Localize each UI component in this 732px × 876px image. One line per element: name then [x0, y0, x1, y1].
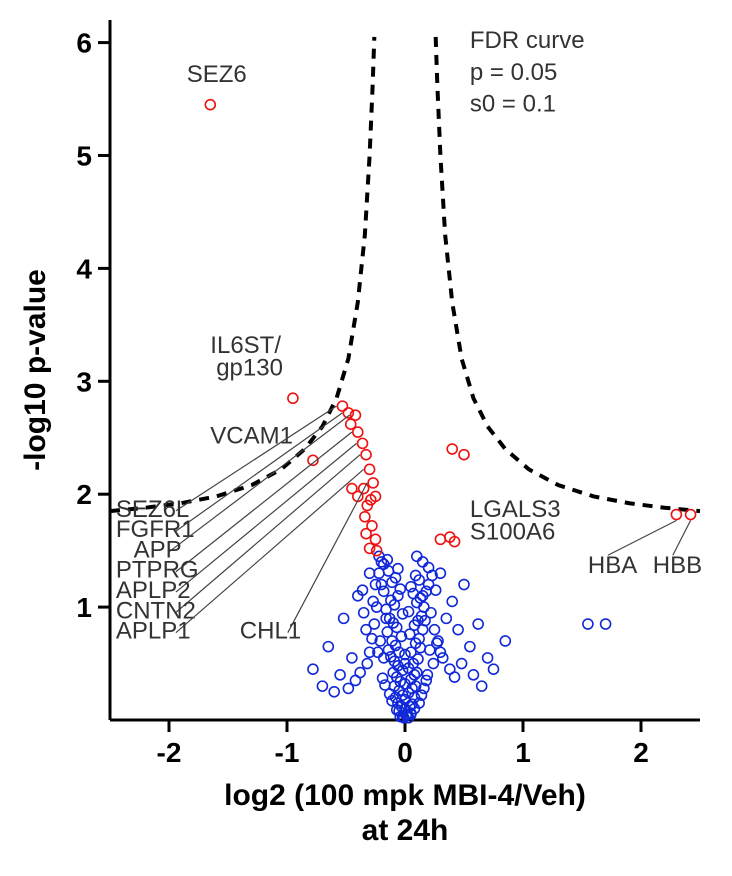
point-nonsig — [601, 619, 611, 629]
leader-line — [673, 521, 691, 556]
x-tick-label: 0 — [397, 737, 413, 768]
point-sig — [371, 534, 381, 544]
point-nonsig — [412, 551, 422, 561]
point-nonsig — [393, 564, 403, 574]
point-nonsig — [428, 659, 438, 669]
point-nonsig — [339, 613, 349, 623]
y-tick-label: 4 — [76, 253, 92, 284]
y-axis-title: -log10 p-value — [19, 269, 52, 471]
point-nonsig — [382, 627, 392, 637]
point-nonsig — [489, 664, 499, 674]
point-nonsig — [359, 608, 369, 618]
point-sig — [288, 393, 298, 403]
x-tick-label: 1 — [515, 737, 531, 768]
point-nonsig — [343, 683, 353, 693]
point-nonsig — [465, 642, 475, 652]
volcano-plot: -2 -1 0 1 2 1 2 3 4 5 6 log2 (100 mpk MBI-4/Veh)at … — [0, 0, 732, 876]
gene-label: HBA — [588, 552, 637, 579]
gene-label: SEZ6 — [187, 61, 247, 88]
point-nonsig — [583, 619, 593, 629]
fdr-text: s0 = 0.1 — [470, 90, 556, 117]
x-tick-label: -1 — [275, 737, 300, 768]
point-nonsig — [361, 625, 371, 635]
point-nonsig — [483, 653, 493, 663]
y-tick-label: 1 — [76, 592, 92, 623]
y-tick-label: 3 — [76, 366, 92, 397]
point-nonsig — [347, 653, 357, 663]
x-tick-label: -2 — [157, 737, 182, 768]
point-sig — [337, 401, 347, 411]
point-sig — [368, 478, 378, 488]
point-nonsig — [453, 625, 463, 635]
gene-label: APLP1 — [116, 618, 191, 645]
point-nonsig — [447, 596, 457, 606]
point-nonsig — [365, 568, 375, 578]
gene-label: HBB — [653, 552, 702, 579]
y-tick-label: 6 — [76, 28, 92, 59]
point-nonsig — [323, 642, 333, 652]
point-sig — [353, 427, 363, 437]
point-nonsig — [404, 607, 414, 617]
leader-line — [176, 469, 364, 632]
point-nonsig — [329, 687, 339, 697]
x-axis-title: log2 (100 mpk MBI-4/Veh) — [224, 779, 586, 812]
gene-label: CHL1 — [240, 618, 301, 645]
gene-label: VCAM1 — [210, 422, 293, 449]
point-nonsig — [500, 636, 510, 646]
point-sig — [686, 510, 696, 520]
point-nonsig — [379, 653, 389, 663]
point-nonsig — [459, 580, 469, 590]
point-sig — [365, 464, 375, 474]
point-nonsig — [308, 664, 318, 674]
point-nonsig — [477, 681, 487, 691]
point-nonsig — [362, 659, 372, 669]
leader-line — [288, 483, 367, 633]
y-tick-label: 5 — [76, 140, 92, 171]
x-tick-label: 2 — [633, 737, 649, 768]
chart-svg: -2 -1 0 1 2 1 2 3 4 5 6 log2 (100 mpk MBI-4/Veh)at … — [0, 0, 732, 876]
point-nonsig — [457, 659, 467, 669]
point-sig — [358, 438, 368, 448]
point-nonsig — [473, 619, 483, 629]
x-axis-title-2: at 24h — [362, 814, 449, 847]
point-nonsig — [371, 580, 381, 590]
point-nonsig — [441, 613, 451, 623]
point-nonsig — [430, 625, 440, 635]
point-sig — [671, 510, 681, 520]
point-sig — [361, 450, 371, 460]
point-nonsig — [450, 672, 460, 682]
gene-label: S100A6 — [470, 518, 555, 545]
point-sig — [459, 450, 469, 460]
point-nonsig — [418, 557, 428, 567]
point-sig — [360, 512, 370, 522]
y-tick-label: 2 — [76, 479, 92, 510]
point-nonsig — [335, 670, 345, 680]
fdr-text: p = 0.05 — [470, 59, 557, 86]
gene-label: gp130 — [216, 355, 283, 382]
point-nonsig — [431, 585, 441, 595]
point-nonsig — [468, 670, 478, 680]
point-sig — [361, 529, 371, 539]
leader-line — [176, 443, 357, 592]
point-nonsig — [398, 609, 408, 619]
point-nonsig — [378, 673, 388, 683]
point-nonsig — [317, 681, 327, 691]
fdr-text: FDR curve — [470, 27, 585, 54]
point-sig — [205, 100, 215, 110]
point-sig — [447, 444, 457, 454]
point-nonsig — [380, 680, 390, 690]
point-sig — [435, 534, 445, 544]
point-nonsig — [425, 645, 435, 655]
leader-line — [608, 521, 677, 556]
